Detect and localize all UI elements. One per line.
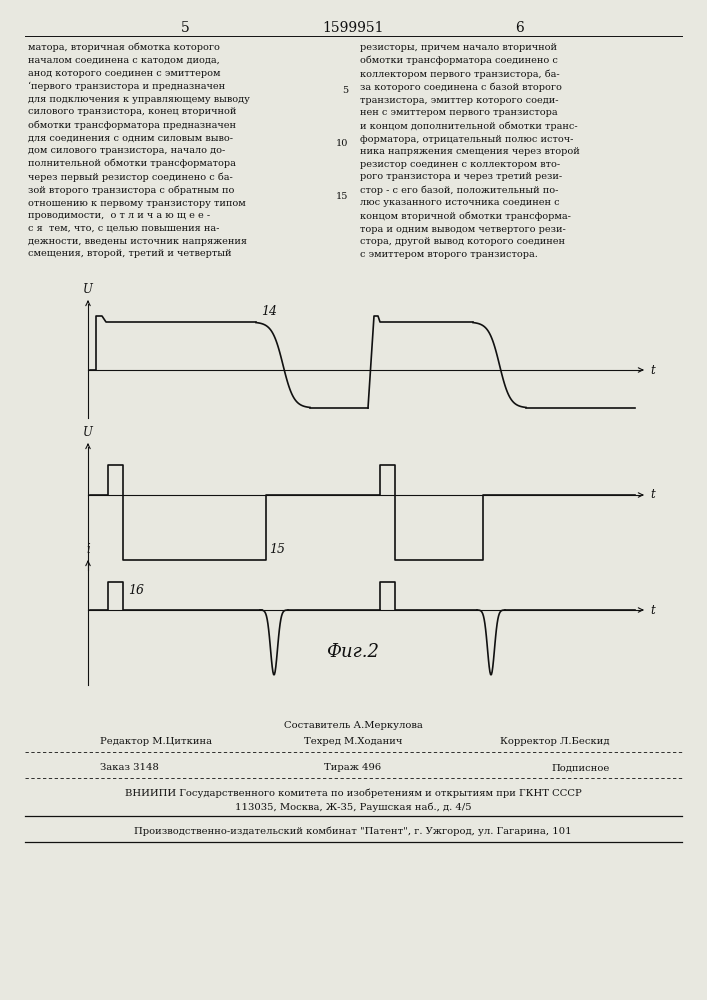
Text: ВНИИПИ Государственного комитета по изобретениям и открытиям при ГКНТ СССР: ВНИИПИ Государственного комитета по изоб…	[124, 788, 581, 798]
Text: Корректор Л.Бескид: Корректор Л.Бескид	[501, 738, 610, 746]
Text: Заказ 3148: Заказ 3148	[100, 764, 159, 772]
Text: Производственно-издательский комбинат "Патент", г. Ужгород, ул. Гагарина, 101: Производственно-издательский комбинат "П…	[134, 826, 572, 836]
Text: матора, вторичная обмотка которого
началом соединена с катодом диода,
анод котор: матора, вторичная обмотка которого начал…	[28, 43, 250, 258]
Text: 15: 15	[336, 192, 348, 201]
Text: Составитель А.Меркулова: Составитель А.Меркулова	[284, 720, 423, 730]
Text: 14: 14	[261, 305, 277, 318]
Text: 10: 10	[336, 139, 348, 148]
Text: Тираж 496: Тираж 496	[325, 764, 382, 772]
Text: резисторы, причем начало вторичной
обмотки трансформатора соединено с
коллекторо: резисторы, причем начало вторичной обмот…	[360, 43, 580, 259]
Text: 5: 5	[180, 21, 189, 35]
Text: 16: 16	[128, 584, 144, 597]
Text: t: t	[650, 488, 655, 502]
Text: Подписное: Подписное	[551, 764, 610, 772]
Text: i: i	[86, 543, 90, 556]
Text: U: U	[83, 283, 93, 296]
Text: Фиг.2: Фиг.2	[327, 643, 380, 661]
Text: 1599951: 1599951	[322, 21, 384, 35]
Text: t: t	[650, 363, 655, 376]
Text: 6: 6	[515, 21, 525, 35]
Text: 15: 15	[269, 543, 285, 556]
Text: 5: 5	[342, 86, 348, 95]
Text: t: t	[650, 603, 655, 616]
Text: 113035, Москва, Ж-35, Раушская наб., д. 4/5: 113035, Москва, Ж-35, Раушская наб., д. …	[235, 802, 472, 812]
Text: Техред М.Ходанич: Техред М.Ходанич	[304, 738, 402, 746]
Text: Редактор М.Циткина: Редактор М.Циткина	[100, 738, 212, 746]
Text: U: U	[83, 426, 93, 439]
